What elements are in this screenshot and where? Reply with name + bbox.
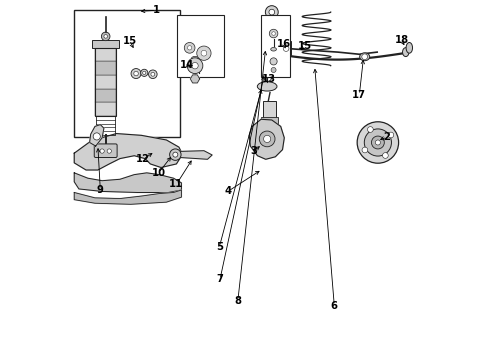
Bar — [74, 10, 180, 137]
Circle shape — [201, 50, 207, 56]
Circle shape — [192, 63, 198, 69]
Bar — [177, 15, 223, 77]
Circle shape — [357, 122, 398, 163]
Circle shape — [170, 149, 181, 160]
Text: 1: 1 — [153, 5, 160, 15]
Ellipse shape — [192, 57, 198, 61]
Text: 15: 15 — [298, 41, 312, 51]
Bar — [263, 102, 276, 141]
Text: 11: 11 — [169, 179, 184, 189]
Text: 17: 17 — [352, 90, 367, 100]
Bar — [261, 15, 291, 77]
Bar — [95, 48, 117, 116]
Text: 9: 9 — [97, 185, 104, 195]
Ellipse shape — [270, 48, 276, 51]
Bar — [95, 75, 117, 89]
Circle shape — [100, 149, 104, 153]
Polygon shape — [249, 119, 284, 159]
Bar — [282, 41, 291, 55]
Circle shape — [143, 71, 146, 75]
Circle shape — [364, 129, 392, 156]
Circle shape — [270, 29, 278, 38]
Text: 4: 4 — [224, 186, 231, 197]
Text: 18: 18 — [394, 35, 409, 45]
Circle shape — [184, 42, 195, 53]
Polygon shape — [74, 134, 182, 170]
Ellipse shape — [406, 42, 413, 53]
Bar — [95, 62, 117, 75]
Circle shape — [388, 132, 394, 138]
Bar — [266, 59, 277, 75]
Bar — [264, 15, 280, 21]
Circle shape — [173, 152, 178, 157]
Polygon shape — [180, 151, 212, 159]
Text: 2: 2 — [384, 132, 391, 142]
Text: 10: 10 — [151, 168, 166, 178]
Bar — [95, 102, 117, 116]
Circle shape — [131, 68, 141, 78]
Circle shape — [197, 46, 211, 60]
Ellipse shape — [402, 48, 409, 57]
Circle shape — [362, 54, 368, 60]
Polygon shape — [90, 125, 104, 146]
Circle shape — [188, 46, 192, 50]
Circle shape — [271, 67, 276, 72]
Circle shape — [101, 32, 110, 41]
Circle shape — [107, 149, 111, 153]
Circle shape — [383, 153, 388, 158]
Circle shape — [368, 127, 373, 132]
Polygon shape — [74, 173, 181, 193]
Bar — [92, 40, 119, 48]
Circle shape — [375, 140, 380, 145]
Bar — [95, 89, 117, 102]
Polygon shape — [74, 190, 181, 204]
Circle shape — [269, 9, 275, 15]
Circle shape — [134, 71, 138, 76]
Circle shape — [266, 6, 278, 18]
Bar — [265, 45, 279, 59]
Circle shape — [187, 58, 203, 73]
Text: 6: 6 — [331, 301, 338, 311]
Text: 8: 8 — [234, 296, 242, 306]
Text: 16: 16 — [277, 39, 292, 49]
Circle shape — [148, 70, 157, 78]
Circle shape — [141, 69, 148, 76]
Text: 5: 5 — [216, 242, 223, 252]
Circle shape — [259, 131, 275, 147]
Circle shape — [283, 46, 289, 51]
Text: 14: 14 — [180, 60, 194, 70]
Ellipse shape — [257, 82, 277, 91]
Polygon shape — [190, 75, 199, 83]
Circle shape — [362, 147, 368, 153]
Text: 15: 15 — [123, 36, 137, 46]
Bar — [261, 117, 277, 125]
Circle shape — [264, 135, 270, 143]
Circle shape — [272, 32, 275, 35]
Text: 7: 7 — [217, 274, 223, 284]
FancyBboxPatch shape — [94, 144, 117, 157]
Text: 3: 3 — [250, 147, 257, 157]
Circle shape — [151, 72, 155, 76]
Circle shape — [270, 58, 277, 65]
Ellipse shape — [360, 53, 369, 61]
Circle shape — [104, 35, 107, 38]
Circle shape — [93, 133, 100, 140]
Text: 13: 13 — [262, 74, 276, 84]
Bar — [95, 48, 117, 62]
Text: 12: 12 — [136, 154, 150, 164]
Circle shape — [371, 136, 384, 149]
